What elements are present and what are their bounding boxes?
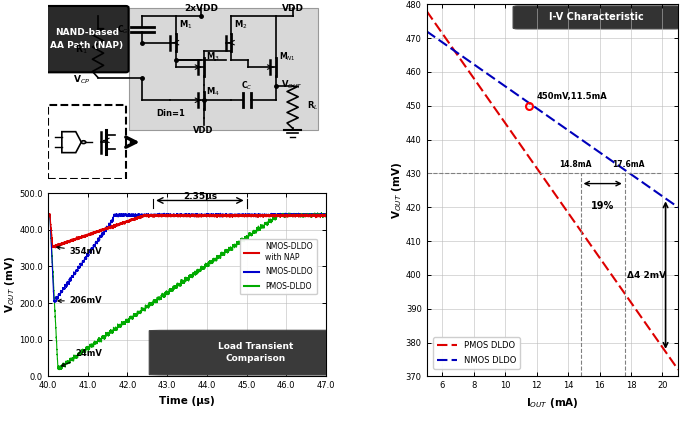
Text: Δ4 2mV: Δ4 2mV [627,271,667,280]
FancyBboxPatch shape [48,105,126,179]
Text: 24mV: 24mV [62,349,103,366]
Y-axis label: V$_{OUT}$ (mV): V$_{OUT}$ (mV) [3,256,16,313]
Text: V$_{OUT}$: V$_{OUT}$ [282,78,303,91]
Legend: PMOS DLDO, NMOS DLDO: PMOS DLDO, NMOS DLDO [434,337,520,368]
Legend: NMOS-DLDO
with NAP, NMOS-DLDO, PMOS-DLDO: NMOS-DLDO with NAP, NMOS-DLDO, PMOS-DLDO [240,239,316,294]
Text: M$_1$: M$_1$ [179,19,192,31]
FancyBboxPatch shape [149,330,362,375]
Text: C$_C$: C$_C$ [241,79,253,91]
FancyBboxPatch shape [129,8,318,130]
Text: VDD: VDD [193,126,214,135]
Text: 19%: 19% [591,201,614,211]
Text: 450mV,11.5mA: 450mV,11.5mA [536,92,608,101]
FancyBboxPatch shape [45,6,129,72]
Text: NAND-based
AA Path (NAP): NAND-based AA Path (NAP) [50,28,123,50]
Y-axis label: V$_{OUT}$ (mV): V$_{OUT}$ (mV) [390,162,404,219]
Text: R$_L$: R$_L$ [306,99,318,112]
Text: I-V Characteristic: I-V Characteristic [549,12,644,22]
Text: 206mV: 206mV [58,296,103,305]
Text: R$_1$: R$_1$ [75,44,88,56]
Text: 14.8mA: 14.8mA [559,159,591,169]
Text: M$_3$: M$_3$ [206,50,220,63]
Text: VDD: VDD [282,4,303,13]
Text: 354mV: 354mV [57,246,103,255]
Text: 2xVDD: 2xVDD [184,4,218,13]
FancyBboxPatch shape [513,6,680,29]
Text: M$_{N1}$: M$_{N1}$ [279,50,295,63]
Text: V$_{CP}$: V$_{CP}$ [73,73,90,85]
Text: 2.35μs: 2.35μs [183,192,217,201]
X-axis label: Time (μs): Time (μs) [159,396,215,406]
Text: Din=1: Din=1 [156,109,185,118]
Text: Load Transient
Comparison: Load Transient Comparison [218,342,293,363]
X-axis label: I$_{OUT}$ (mA): I$_{OUT}$ (mA) [526,396,579,410]
Text: 17.6mA: 17.6mA [612,159,645,169]
Polygon shape [62,132,82,153]
Text: C$_G$: C$_G$ [117,23,129,36]
Text: M$_4$: M$_4$ [206,85,221,98]
Text: M$_2$: M$_2$ [234,19,248,31]
